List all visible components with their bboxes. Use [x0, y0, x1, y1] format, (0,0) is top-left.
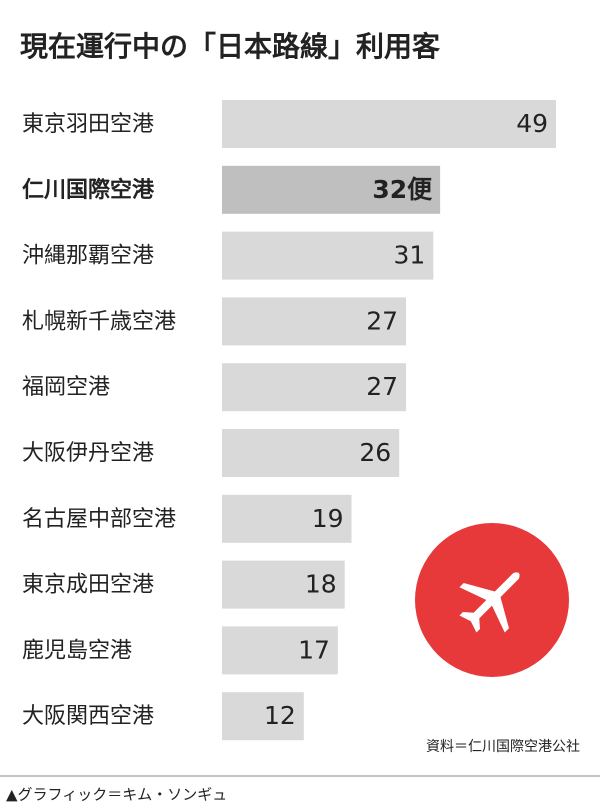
value-label: 32便: [372, 175, 433, 204]
y-tick-label: 大阪関西空港: [22, 704, 154, 729]
y-tick-label: 仁川国際空港: [22, 177, 155, 203]
credit: ▲グラフィック＝キム・ソンギュ: [6, 786, 227, 804]
y-tick-label: 大阪伊丹空港: [22, 441, 154, 466]
plane: [459, 572, 520, 633]
y-tick-label: 鹿児島空港: [22, 638, 132, 663]
value-label: 31: [393, 241, 425, 270]
bar: [222, 165, 441, 214]
bar: [222, 626, 338, 675]
bar: [222, 231, 434, 280]
chart-title: 現在運行中の「日本路線」利用客: [20, 30, 441, 63]
y-tick-label: 福岡空港: [22, 375, 110, 400]
source-note: 資料＝仁川国際空港公社: [426, 739, 580, 755]
y-tick-label: 東京成田空港: [22, 573, 154, 598]
value-label: 12: [264, 701, 296, 730]
y-tick-label: 東京羽田空港: [22, 112, 154, 137]
value-label: 26: [359, 438, 391, 467]
bar: [222, 429, 400, 477]
y-tick-label: 札幌新千歳空港: [22, 309, 176, 334]
y-tick-label: 名古屋中部空港: [22, 507, 176, 532]
bar: [222, 494, 352, 543]
value-label: 49: [516, 109, 548, 138]
value-label: 27: [366, 306, 398, 335]
value-label: 18: [305, 570, 337, 599]
bar: [222, 297, 407, 346]
bar: [222, 100, 556, 148]
bar: [222, 560, 345, 609]
plane-icon: [415, 523, 569, 677]
value-label: 17: [298, 635, 330, 664]
y-tick-label: 沖縄那覇空港: [22, 244, 154, 269]
value-label: 19: [312, 504, 344, 533]
bar: [222, 363, 407, 412]
bar: [222, 692, 304, 741]
value-label: 27: [366, 372, 398, 401]
